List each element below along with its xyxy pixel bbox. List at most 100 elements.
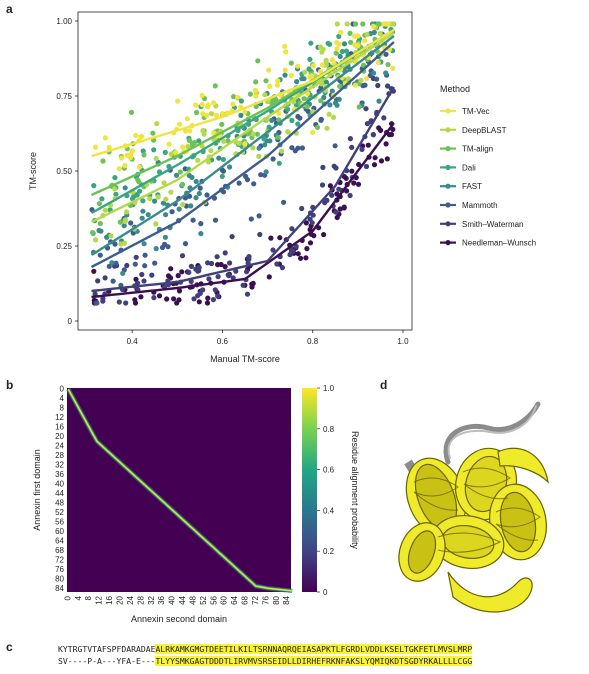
scatter-point: [352, 42, 358, 48]
scatter-point: [270, 156, 276, 162]
scatter-point: [256, 145, 262, 151]
seq2-unaligned: SV----P-A---YFA-E---: [58, 656, 156, 666]
scatter-point: [383, 70, 389, 76]
heatmap-chart: 0 4 8 12 16 20 24 28 32 36 40 44 48 52 56 60 64 68 72 76 80 8…: [32, 384, 360, 624]
scatter-point: [333, 50, 339, 56]
scatter-point: [137, 188, 143, 194]
scatter-point: [153, 221, 159, 227]
scatter-point: [256, 153, 262, 159]
scatter-point: [96, 201, 102, 207]
scatter-points: [89, 21, 397, 306]
seq2-aligned-highlight: TLYYSMKGAGTDDDTLIRVMVSRSEIDLLDIRHEFRKNFA…: [155, 656, 473, 666]
scatter-point: [196, 190, 202, 197]
scatter-point: [247, 91, 253, 97]
scatter-point: [185, 143, 191, 150]
scatter-legend: Method TM-Vec DeepBLAST TM-align Dali FAST Mam…: [440, 84, 536, 248]
alignment-path-core: [67, 389, 293, 592]
scatter-point: [308, 40, 314, 46]
y-tick-label: 4: [60, 394, 65, 403]
legend-entry: Needleman–Wunsch: [462, 239, 536, 248]
x-tick-label: 72: [251, 595, 260, 604]
y-tick-label: 24: [55, 442, 64, 451]
scatter-point: [255, 58, 261, 64]
scatter-point: [179, 253, 186, 259]
scatter-point: [371, 29, 377, 35]
scatter-point: [164, 296, 170, 302]
scatter-point: [122, 185, 128, 191]
scatter-point: [266, 67, 272, 73]
scatter-point: [295, 63, 301, 69]
scatter-point: [189, 174, 195, 180]
scatter-point: [329, 192, 335, 198]
scatter-point: [360, 62, 367, 68]
scatter-point: [215, 262, 221, 268]
scatter-point: [282, 43, 288, 49]
scatter-point: [205, 104, 211, 110]
scatter-point: [212, 83, 218, 89]
scatter-point: [279, 265, 285, 271]
scatter-point: [240, 282, 246, 288]
scatter-point: [333, 165, 339, 171]
scatter-point: [187, 128, 193, 134]
scatter-point: [197, 185, 203, 191]
scatter-fit-lines: [90, 28, 395, 299]
scatter-point: [142, 252, 148, 258]
scatter-point: [180, 144, 186, 150]
scatter-point: [337, 83, 343, 89]
x-tick-label: 1.0: [397, 337, 409, 346]
legend-swatch-dot: [445, 127, 451, 133]
legend-swatch-dot: [445, 183, 451, 189]
scatter-point: [113, 260, 119, 266]
y-tick-label: 12: [55, 413, 64, 422]
x-tick-label: 24: [126, 595, 135, 604]
scatter-point: [252, 87, 259, 93]
scatter-point: [289, 117, 295, 124]
scatter-point: [219, 173, 225, 179]
scatter-point: [261, 136, 267, 142]
x-axis-label: Annexin second domain: [131, 614, 227, 624]
scatter-point: [347, 30, 353, 36]
scatter-point: [212, 217, 219, 223]
scatter-point: [215, 293, 221, 299]
y-tick-label: 16: [55, 423, 64, 432]
scatter-point: [196, 299, 202, 305]
y-tick-label: 48: [55, 499, 64, 508]
y-tick-label: 40: [55, 480, 64, 489]
scatter-point: [133, 276, 139, 282]
scatter-point: [205, 295, 211, 301]
scatter-point: [152, 198, 158, 204]
scatter-point: [152, 260, 158, 266]
scatter-point: [168, 151, 174, 157]
scatter-point: [292, 148, 298, 154]
scatter-point: [199, 92, 205, 99]
scatter-point: [204, 300, 211, 306]
x-tick-label: 16: [105, 595, 114, 604]
scatter-point: [199, 102, 205, 108]
legend-entry: Smith–Waterman: [462, 220, 524, 229]
scatter-point: [179, 181, 186, 187]
scatter-point: [124, 262, 130, 269]
scatter-point: [371, 162, 378, 168]
scatter-point: [270, 247, 276, 253]
scatter-point: [122, 218, 128, 224]
scatter-point: [266, 274, 272, 280]
scatter-point: [375, 59, 381, 66]
scatter-point: [327, 41, 333, 47]
scatter-point: [139, 215, 145, 221]
y-tick-label: 64: [55, 537, 64, 546]
y-tick-label: 20: [55, 432, 64, 441]
series-fit-line: [91, 28, 395, 158]
scatter-point: [268, 235, 274, 241]
scatter-point: [307, 74, 313, 80]
scatter-point: [196, 138, 202, 144]
coil-strand: [443, 401, 541, 465]
series-fit-line: [90, 32, 395, 224]
scatter-point: [263, 78, 269, 84]
scatter-point: [96, 227, 102, 234]
scatter-point: [102, 135, 108, 141]
scatter-point: [322, 200, 328, 206]
scatter-point: [175, 273, 181, 279]
colorbar-tick-label: 1.0: [323, 384, 335, 393]
scatter-point: [281, 199, 287, 205]
scatter-point: [120, 270, 126, 276]
